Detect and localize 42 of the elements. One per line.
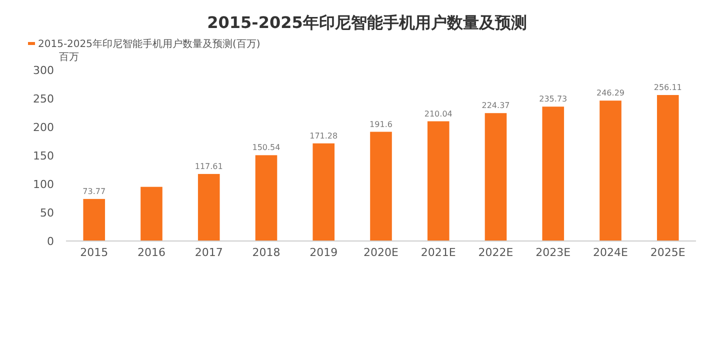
y-tick-label: 100 xyxy=(33,178,54,191)
data-label: 171.28 xyxy=(310,131,338,140)
bar xyxy=(140,186,162,241)
bar xyxy=(542,106,564,241)
legend-label: 2015-2025年印尼智能手机用户数量及预测(百万) xyxy=(38,38,260,50)
bar xyxy=(600,100,622,241)
data-label: 73.77 xyxy=(82,186,106,196)
y-tick-label: 50 xyxy=(40,206,54,220)
data-label: 117.61 xyxy=(194,162,223,171)
y-tick-label: 250 xyxy=(33,92,54,106)
y-axis-title: 百万 xyxy=(59,52,79,63)
y-tick-label: 150 xyxy=(33,150,54,162)
data-label: 150.54 xyxy=(252,143,280,152)
data-label: 210.04 xyxy=(424,109,452,118)
x-tick-label: 2019 xyxy=(310,246,338,259)
y-tick-label: 0 xyxy=(47,235,54,248)
x-tick-label: 2025E xyxy=(650,246,686,259)
y-tick-label: 300 xyxy=(33,64,54,77)
y-tick-label: 200 xyxy=(33,121,54,134)
data-label: 191.6 xyxy=(370,120,392,129)
data-label: 235.73 xyxy=(539,94,568,104)
chart-title: 2015-2025年印尼智能手机用户数量及预测 xyxy=(207,13,527,32)
bar xyxy=(484,113,507,241)
bar xyxy=(255,155,278,241)
data-label: 246.29 xyxy=(596,88,625,98)
x-tick-label: 2015 xyxy=(80,246,108,259)
data-label: 224.37 xyxy=(482,101,510,110)
bar xyxy=(312,143,335,241)
x-tick-label: 2016 xyxy=(137,246,166,259)
bar xyxy=(656,95,679,241)
x-tick-label: 2021E xyxy=(420,246,456,259)
data-label: 256.11 xyxy=(654,83,682,92)
x-tick-label: 2024E xyxy=(593,246,628,259)
x-tick-label: 2020E xyxy=(364,246,399,259)
x-tick-label: 2022E xyxy=(478,246,514,259)
bar xyxy=(83,198,106,241)
bar xyxy=(427,121,450,241)
x-tick-label: 2018 xyxy=(252,246,280,259)
x-tick-label: 2023E xyxy=(536,246,571,259)
bar xyxy=(370,132,392,241)
x-tick-label: 2017 xyxy=(194,246,223,259)
bar xyxy=(198,174,220,241)
